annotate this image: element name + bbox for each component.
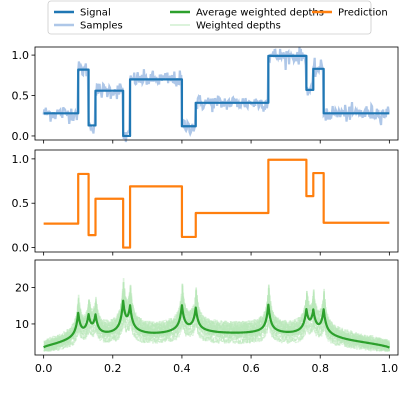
legend-label: Prediction — [338, 8, 388, 19]
x-tick-label: 0.8 — [311, 362, 329, 375]
y-tick-label: 0.5 — [12, 90, 30, 103]
plot-frame — [34, 46, 399, 141]
plot-frame — [34, 259, 399, 356]
y-tick-label: 1.0 — [12, 49, 30, 62]
prediction-panel: 0.0 0.5 1.0 — [12, 149, 399, 256]
legend-frame — [47, 0, 372, 35]
y-tick-label: 10 — [15, 318, 29, 331]
weighted-depth-line — [43, 289, 390, 349]
x-tick-label: 0.0 — [35, 362, 53, 375]
weighted-depth-line — [43, 282, 390, 351]
x-tick-label: 0.4 — [173, 362, 191, 375]
y-tick-label: 0.5 — [12, 197, 30, 210]
legend: Signal Samples Average weighted depths Weig… — [47, 0, 388, 35]
legend-label: Signal — [80, 8, 111, 19]
average-depth-line — [43, 299, 390, 349]
x-tick-label: 1.0 — [381, 362, 399, 375]
signal-panel: 0.0 0.5 1.0 — [12, 46, 399, 144]
legend-label: Average weighted depths — [196, 8, 324, 19]
y-tick-label: 1.0 — [12, 153, 30, 166]
y-tick-label: 20 — [15, 281, 29, 294]
legend-label: Samples — [80, 21, 123, 32]
plot-frame — [34, 149, 399, 253]
signal-line — [43, 54, 390, 138]
legend-label: Weighted depths — [196, 21, 281, 32]
weighted-depth-line — [43, 317, 390, 352]
x-tick-label: 0.2 — [104, 362, 122, 375]
y-tick-label: 0.0 — [12, 242, 30, 255]
depths-panel: 10 20 0.0 0.2 0.4 0.6 0.8 1.0 — [15, 259, 399, 375]
x-tick-label: 0.6 — [242, 362, 260, 375]
y-tick-label: 0.0 — [12, 130, 30, 143]
prediction-line — [43, 158, 390, 249]
